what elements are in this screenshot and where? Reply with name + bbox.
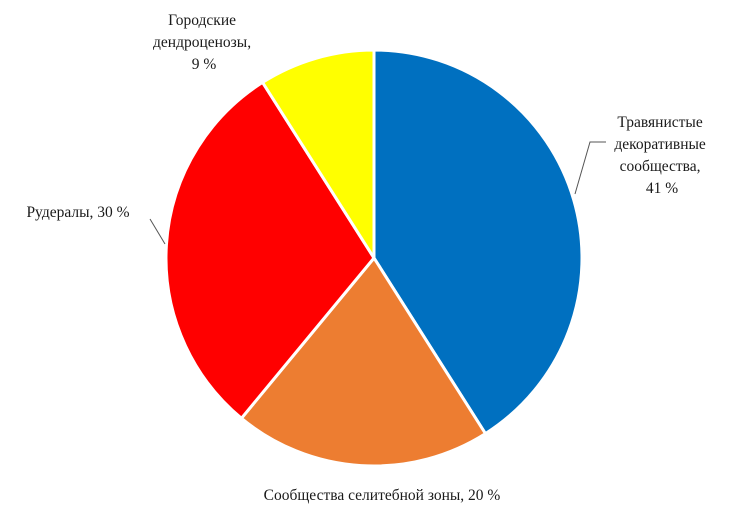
leader-line-ruderaly [149, 218, 166, 245]
pie-slices [164, 48, 584, 468]
slice-gorodskie-dendrocenozy [261, 48, 376, 260]
label-selitebnaya-zona: Сообщества селитебной зоны, 20 % [264, 487, 501, 504]
label-travyanistye: Травянистые декоративные сообщества, 41 … [614, 114, 709, 197]
leader-line-travyanistye [574, 141, 606, 195]
label-gorodskie-dendrocenozy: Городские дендроценозы, 9 % [153, 12, 255, 73]
leader-lines [149, 141, 606, 245]
slice-ruderaly [164, 80, 376, 420]
slice-selitebnaya-zona [239, 256, 487, 468]
label-ruderaly: Рудералы, 30 % [26, 204, 129, 221]
